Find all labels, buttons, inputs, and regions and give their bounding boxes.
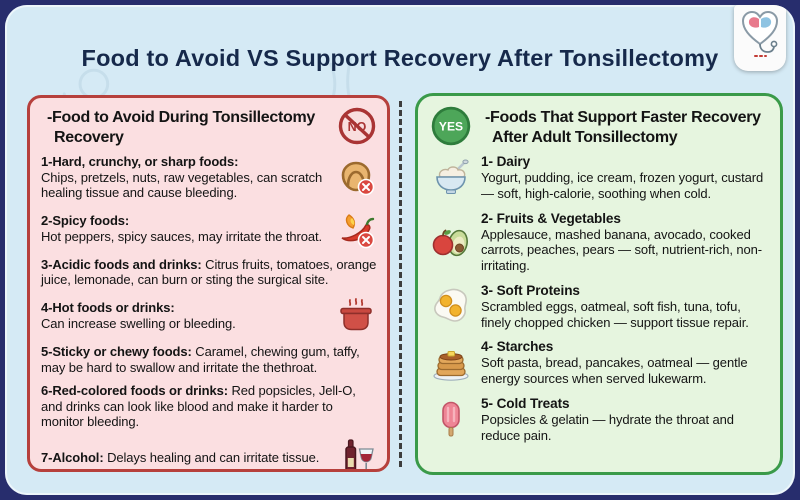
avoid-item-desc: Caramel, chewing gum, taffy, may be hard… [41,344,360,375]
avoid-panel: -Food to Avoid During Tonsillectomy Reco… [27,95,390,472]
support-item-text: 1- Dairy Yogurt, pudding, ice cream, fro… [481,154,768,202]
avoid-list-item: 6-Red-colored foods or drinks: Red popsi… [41,383,377,430]
fried-eggs-icon [430,286,472,326]
support-panel-heading: -Foods That Support Faster Recovery Afte… [485,109,761,146]
yes-icon: YES [431,106,471,146]
avoid-item-title: 6-Red-colored foods or drinks: [41,383,228,399]
clinic-logo-badge [734,5,786,71]
support-item-desc: Yogurt, pudding, ice cream, frozen yogur… [481,170,764,201]
avoid-list-item: 7-Alcohol: Delays healing and can irrita… [41,438,377,469]
avoid-item-text: 5-Sticky or chewy foods: Caramel, chewin… [41,344,377,375]
support-panel: YES -Foods That Support Faster Recovery … [415,93,783,475]
pancakes-icon [430,343,472,383]
avoid-item-text: 3-Acidic foods and drinks: Citrus fruits… [41,257,377,288]
support-item-desc: Popsicles & gelatin — hydrate the throat… [481,411,734,443]
avoid-items-list: 1-Hard, crunchy, or sharp foods: Chips, … [41,154,377,469]
avoid-item-desc: Citrus fruits, tomatoes, orange juice, l… [41,256,377,288]
avoid-item-text: 4-Hot foods or drinks: Can increase swel… [41,300,335,331]
support-item-title: 3- Soft Proteins [481,282,580,298]
wine-icon [335,438,377,469]
avoid-list-item: 2-Spicy foods: Hot peppers, spicy sauces… [41,209,377,249]
avoid-list-item: 1-Hard, crunchy, or sharp foods: Chips, … [41,154,377,201]
avoid-item-desc: Can increase swelling or bleeding. [41,316,236,331]
avoid-item-title: 4-Hot foods or drinks: [41,300,175,316]
support-item-title: 2- Fruits & Vegetables [481,210,621,226]
avoid-item-title: 7-Alcohol: [41,450,104,466]
support-item-title: 4- Starches [481,339,554,355]
support-item-desc: Scrambled eggs, oatmeal, soft fish, tuna… [481,298,749,330]
avoid-list-item: 4-Hot foods or drinks: Can increase swel… [41,296,377,336]
avoid-item-text: 7-Alcohol: Delays healing and can irrita… [41,450,335,466]
pretzel-icon [335,157,377,197]
support-list-item: 5- Cold Treats Popsicles & gelatin — hyd… [430,396,768,444]
support-items-list: 1- Dairy Yogurt, pudding, ice cream, fro… [430,154,768,443]
chili-pepper-icon [335,209,377,249]
avoid-panel-heading: -Food to Avoid During Tonsillectomy Reco… [47,109,316,146]
support-item-text: 5- Cold Treats Popsicles & gelatin — hyd… [481,396,768,444]
support-item-text: 3- Soft Proteins Scrambled eggs, oatmeal… [481,283,768,331]
svg-text:YES: YES [439,120,463,134]
avoid-item-desc: Hot peppers, spicy sauces, may irritate … [41,228,323,244]
heart-stethoscope-logo-icon [741,10,779,57]
support-list-item: 1- Dairy Yogurt, pudding, ice cream, fro… [430,154,768,202]
avoid-item-desc: Chips, pretzels, nuts, raw vegetables, c… [41,169,323,201]
panel-divider [399,101,402,467]
avoid-item-text: 6-Red-colored foods or drinks: Red popsi… [41,383,377,430]
apple-avocado-icon [430,222,472,262]
support-item-text: 2- Fruits & Vegetables Applesauce, mashe… [481,211,768,274]
avoid-list-item: 3-Acidic foods and drinks: Citrus fruits… [41,257,377,288]
support-list-item: 4- Starches Soft pasta, bread, pancakes,… [430,339,768,387]
avoid-item-title: 5-Sticky or chewy foods: [41,344,192,359]
infographic-canvas: Food to Avoid VS Support Recovery After … [5,5,795,495]
support-item-text: 4- Starches Soft pasta, bread, pancakes,… [481,339,768,387]
avoid-item-desc: Red popsicles, Jell-O, and drinks can lo… [41,383,356,430]
support-panel-header: YES -Foods That Support Faster Recovery … [430,105,768,147]
avoid-item-title: 1-Hard, crunchy, or sharp foods: [41,154,239,170]
avoid-item-title: 3-Acidic foods and drinks: [41,256,202,272]
dairy-bowl-icon [430,158,472,198]
avoid-item-text: 2-Spicy foods: Hot peppers, spicy sauces… [41,213,335,244]
avoid-item-text: 1-Hard, crunchy, or sharp foods: Chips, … [41,154,335,201]
avoid-list-item: 5-Sticky or chewy foods: Caramel, chewin… [41,344,377,375]
support-item-desc: Applesauce, mashed banana, avocado, cook… [481,226,763,274]
support-list-item: 3- Soft Proteins Scrambled eggs, oatmeal… [430,283,768,331]
avoid-item-title: 2-Spicy foods: [41,213,130,229]
avoid-item-desc: Delays healing and can irritate tissue. [107,450,320,466]
popsicle-icon [430,399,472,439]
support-list-item: 2- Fruits & Vegetables Applesauce, mashe… [430,211,768,274]
support-item-title: 1- Dairy [481,154,531,170]
page-title: Food to Avoid VS Support Recovery After … [81,45,719,71]
support-item-title: 5- Cold Treats [481,395,570,411]
hot-pot-icon [335,296,377,336]
avoid-panel-header: -Food to Avoid During Tonsillectomy Reco… [41,106,377,147]
no-icon: NO [338,107,376,145]
support-item-desc: Soft pasta, bread, pancakes, oatmeal — g… [481,355,748,387]
